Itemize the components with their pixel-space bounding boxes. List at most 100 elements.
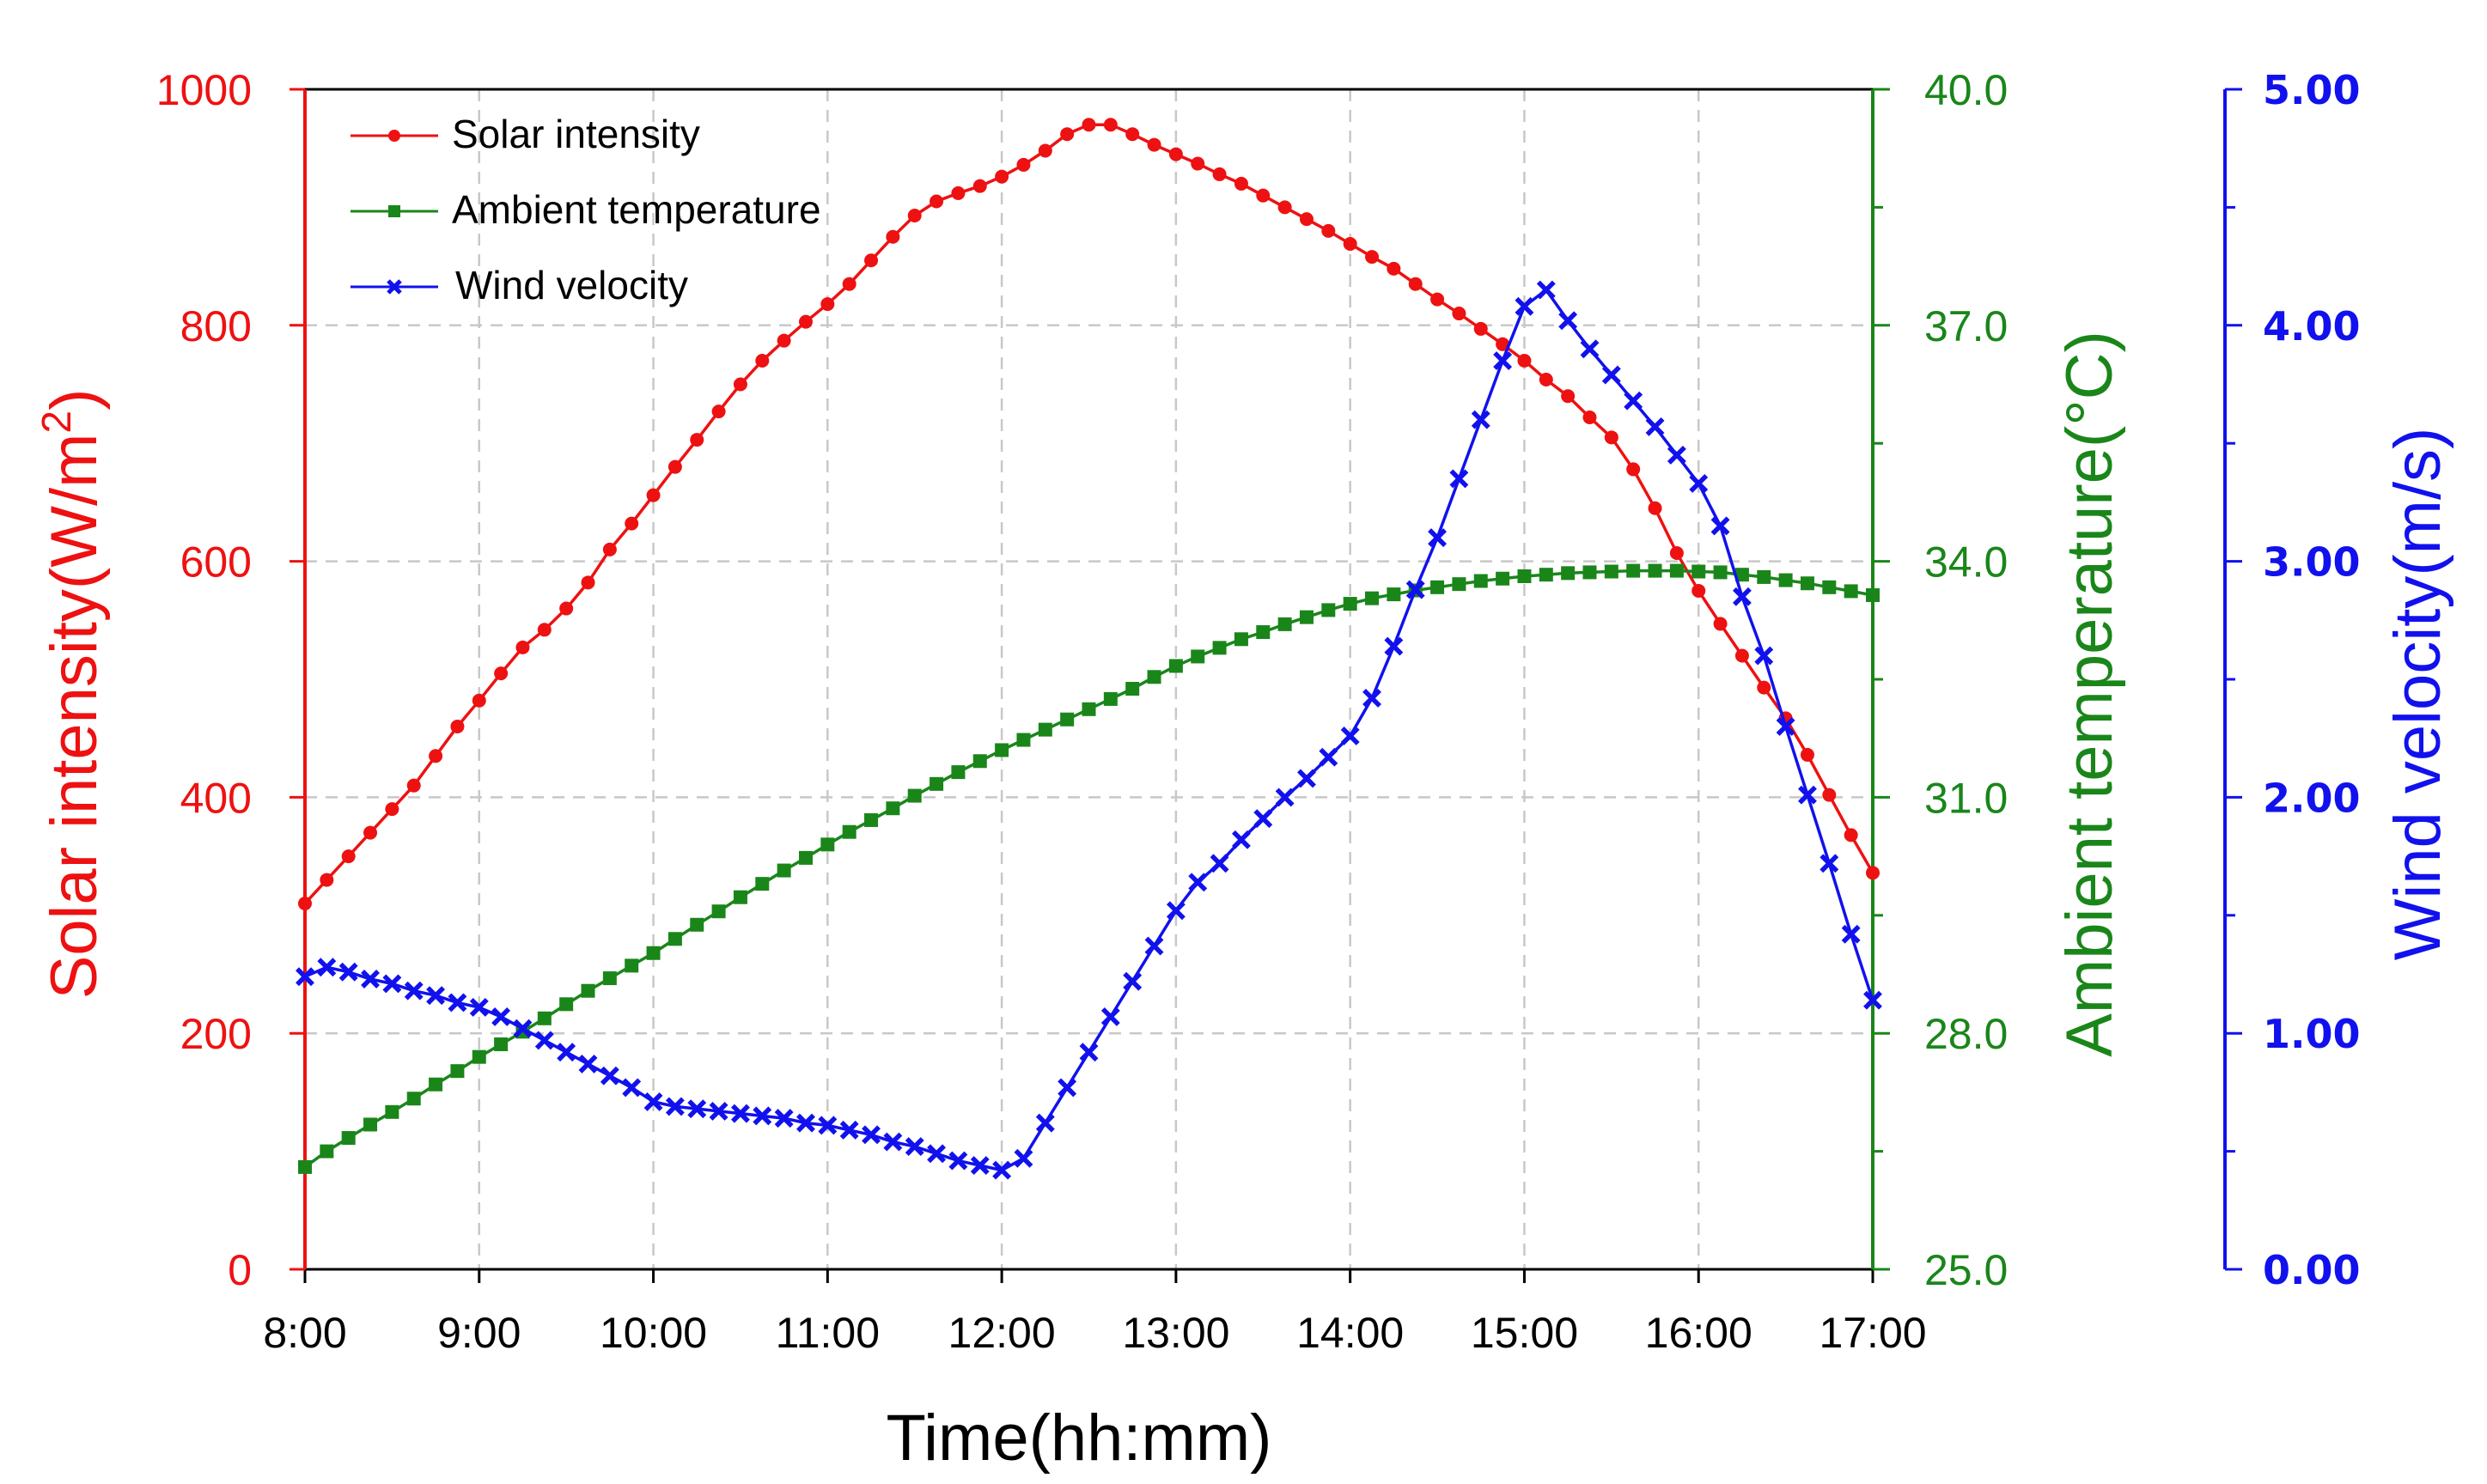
data-point-ambient-temperature <box>1103 691 1118 706</box>
data-point-solar-intensity <box>1060 127 1075 142</box>
x-tick-label: 11:00 <box>776 1309 880 1357</box>
data-point-wind-velocity <box>404 981 424 1000</box>
data-point-wind-velocity <box>1820 854 1839 873</box>
data-point-ambient-temperature <box>1387 587 1401 602</box>
data-point-wind-velocity <box>730 1104 750 1123</box>
legend-marker-wind <box>387 279 402 295</box>
data-point-wind-velocity <box>1166 901 1186 921</box>
data-point-solar-intensity <box>864 253 879 268</box>
series <box>296 118 1882 1180</box>
data-point-wind-velocity <box>1449 469 1469 489</box>
data-point-solar-intensity <box>1147 137 1161 152</box>
data-point-solar-intensity <box>1648 501 1662 515</box>
data-point-wind-velocity <box>774 1109 794 1128</box>
data-point-solar-intensity <box>1125 127 1140 142</box>
data-point-solar-intensity <box>1191 156 1205 171</box>
data-point-ambient-temperature <box>1778 573 1793 587</box>
data-point-ambient-temperature <box>429 1077 443 1092</box>
data-point-wind-velocity <box>1210 854 1229 873</box>
data-point-wind-velocity <box>426 986 446 1006</box>
data-point-ambient-temperature <box>1582 565 1597 580</box>
data-point-ambient-temperature <box>733 890 747 904</box>
legend-label-temperature: Ambient temperature <box>452 187 821 232</box>
data-point-solar-intensity <box>1496 337 1510 351</box>
data-point-ambient-temperature <box>1452 577 1466 592</box>
x-tick-label: 9:00 <box>437 1309 521 1357</box>
data-point-solar-intensity <box>930 194 944 209</box>
right-axis-title-temperature: Ambient temperature(°C) <box>2053 331 2126 1057</box>
data-point-ambient-temperature <box>1168 659 1183 673</box>
data-point-solar-intensity <box>1757 680 1771 695</box>
data-point-solar-intensity <box>1713 617 1728 631</box>
x-tick-label: 16:00 <box>1645 1309 1752 1357</box>
data-point-wind-velocity <box>578 1054 598 1073</box>
left-tick-label: 0 <box>228 1246 252 1294</box>
data-point-solar-intensity <box>363 825 378 840</box>
data-point-wind-velocity <box>1123 971 1143 991</box>
legend-entry-solar: Solar intensity <box>350 112 700 156</box>
data-point-ambient-temperature <box>363 1117 378 1132</box>
data-point-solar-intensity <box>1038 143 1052 158</box>
data-point-ambient-temperature <box>1343 597 1357 611</box>
data-point-ambient-temperature <box>406 1092 421 1106</box>
data-point-ambient-temperature <box>559 997 574 1012</box>
data-point-solar-intensity <box>1234 176 1248 191</box>
data-point-solar-intensity <box>907 209 922 223</box>
data-point-ambient-temperature <box>1866 587 1880 602</box>
data-point-wind-velocity <box>1471 410 1490 429</box>
data-point-solar-intensity <box>1343 236 1357 251</box>
data-point-wind-velocity <box>491 1007 511 1026</box>
data-point-solar-intensity <box>559 601 574 616</box>
data-point-wind-velocity <box>448 993 467 1013</box>
series-line-ambient-temperature <box>303 569 1874 1169</box>
right-tick-label-wind: 1.00 <box>2263 1011 2361 1057</box>
data-point-wind-velocity <box>557 1043 576 1062</box>
data-point-solar-intensity <box>515 640 530 654</box>
right-tick-label-wind: 3.00 <box>2263 539 2361 586</box>
right-tick-label-wind: 5.00 <box>2263 67 2361 113</box>
data-point-solar-intensity <box>951 186 966 200</box>
data-point-solar-intensity <box>1452 307 1466 321</box>
data-point-wind-velocity <box>687 1099 707 1119</box>
data-point-solar-intensity <box>1168 147 1183 161</box>
data-point-solar-intensity <box>1016 157 1031 172</box>
data-point-wind-velocity <box>1841 924 1861 944</box>
data-point-solar-intensity <box>1212 167 1227 181</box>
legend-marker-solar <box>388 130 400 142</box>
right-tick-label-wind: 0.00 <box>2263 1247 2361 1293</box>
data-point-wind-velocity <box>970 1156 990 1176</box>
left-axis-title-main: Solar intensity(W/m <box>38 434 111 1000</box>
data-point-solar-intensity <box>320 873 334 887</box>
data-point-solar-intensity <box>886 229 900 244</box>
data-point-wind-velocity <box>1732 587 1752 606</box>
legend-marker-temperature <box>388 205 400 217</box>
data-point-ambient-temperature <box>972 754 987 769</box>
right-tick-label-temperature: 28.0 <box>1924 1010 2008 1058</box>
data-point-ambient-temperature <box>820 837 835 852</box>
data-point-solar-intensity <box>1299 212 1314 227</box>
data-point-ambient-temperature <box>581 983 595 998</box>
data-point-wind-velocity <box>753 1106 772 1126</box>
data-point-wind-velocity <box>338 962 358 982</box>
data-point-ambient-temperature <box>1256 625 1271 640</box>
data-point-solar-intensity <box>755 354 770 368</box>
data-point-ambient-temperature <box>1757 569 1771 584</box>
left-axis-title: Solar intensity(W/m2) <box>34 389 111 1000</box>
data-point-ambient-temperature <box>537 1011 552 1025</box>
data-point-solar-intensity <box>820 297 835 312</box>
data-point-ambient-temperature <box>385 1104 399 1119</box>
x-tick-label: 15:00 <box>1471 1309 1578 1357</box>
data-point-ambient-temperature <box>1496 571 1510 586</box>
data-point-solar-intensity <box>1800 747 1814 762</box>
data-point-wind-velocity <box>1754 646 1774 666</box>
right-tick-label-wind: 4.00 <box>2263 303 2361 350</box>
right-tick-label-temperature: 31.0 <box>1924 774 2008 822</box>
data-point-ambient-temperature <box>1539 568 1553 582</box>
data-point-wind-velocity <box>1515 296 1534 316</box>
data-point-solar-intensity <box>1604 430 1618 445</box>
data-point-wind-velocity <box>862 1125 881 1145</box>
data-point-solar-intensity <box>1082 118 1096 132</box>
data-point-ambient-temperature <box>1669 563 1684 578</box>
data-point-ambient-temperature <box>1626 563 1641 578</box>
x-tick-label: 10:00 <box>600 1309 707 1357</box>
